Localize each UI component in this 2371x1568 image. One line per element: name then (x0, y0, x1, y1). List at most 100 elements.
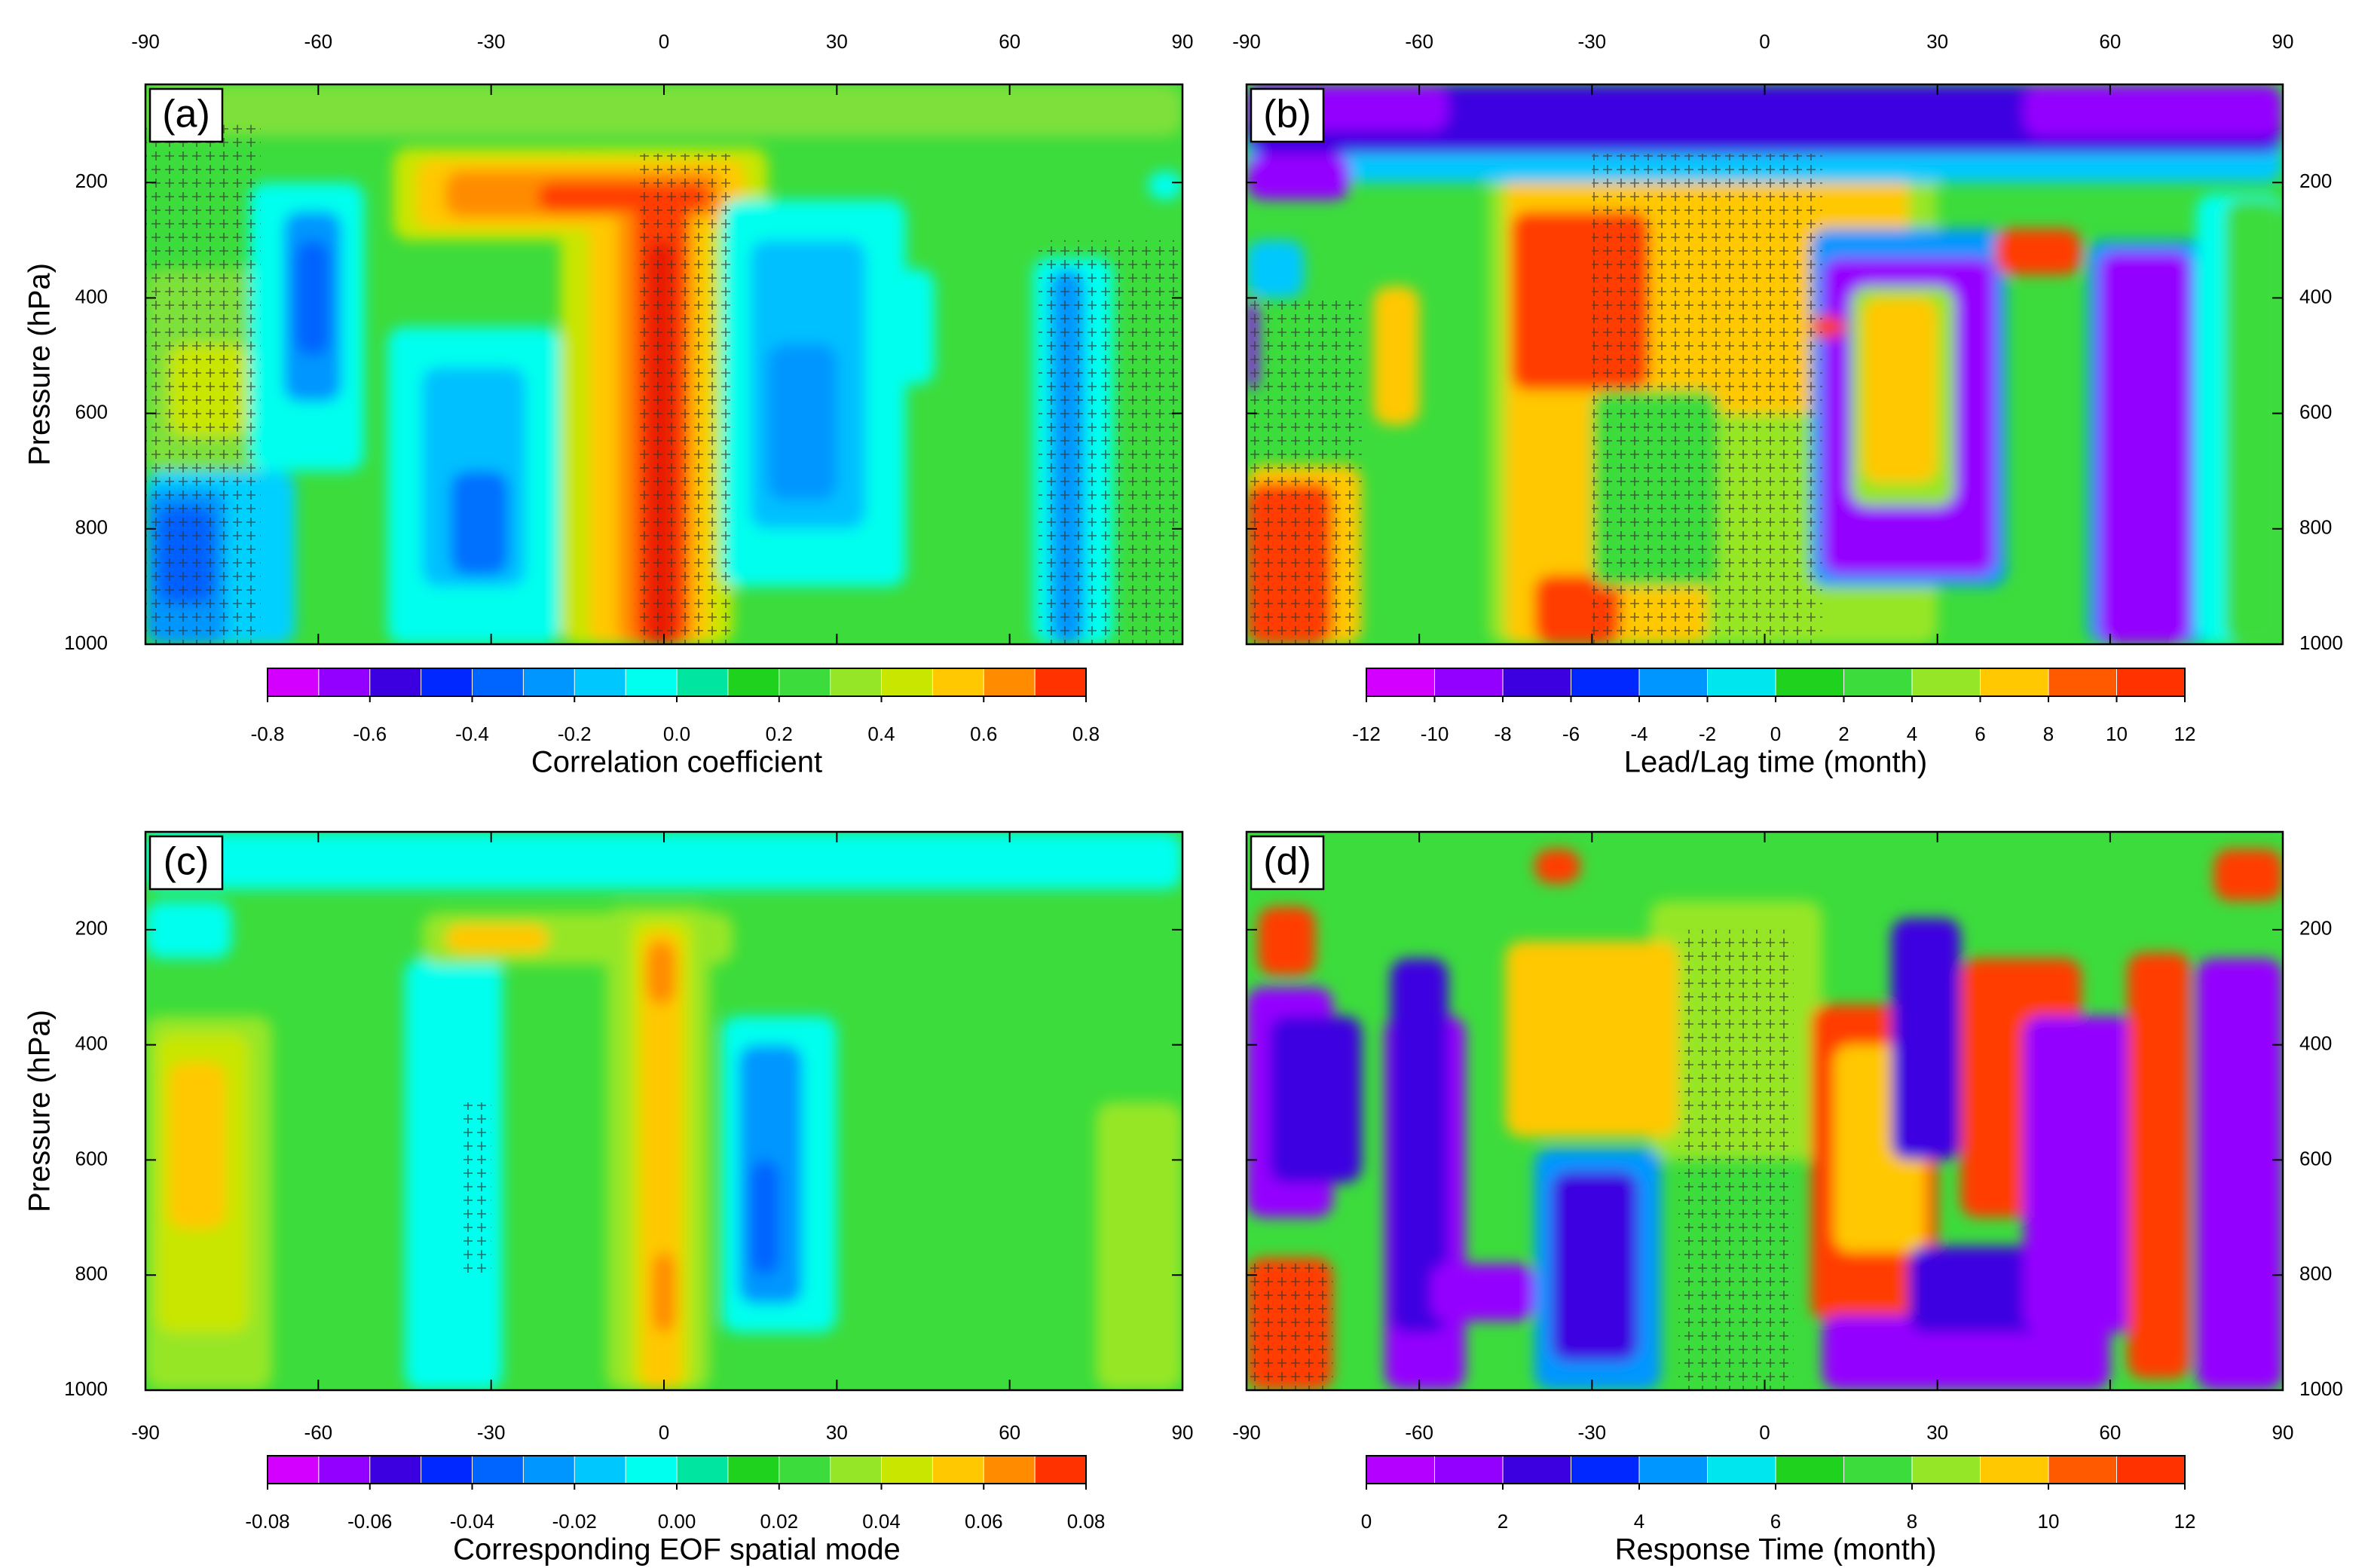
colorbar-swatch (1843, 1455, 1913, 1484)
field (145, 832, 1182, 1390)
field-region (1247, 240, 1305, 298)
colorbar-swatch (830, 1455, 883, 1484)
colorbar-swatch (267, 668, 320, 697)
colorbar-tick-label: 12 (2174, 1510, 2196, 1533)
field-region (451, 471, 509, 576)
colorbar-swatch (983, 1455, 1036, 1484)
colorbar-swatch (779, 668, 831, 697)
colorbar-swatch (2048, 1455, 2118, 1484)
significance-hatch (635, 153, 733, 644)
colorbar-tick-label: 2 (1498, 1510, 1508, 1533)
x-tick-label: 90 (1172, 1421, 1194, 1444)
colorbar-tick-label: -12 (1352, 723, 1381, 745)
field-shapes (145, 832, 1182, 1390)
colorbar-swatch (932, 668, 985, 697)
panel: (a) -90 -60 -30 0 30 60 90 200 400 600 800 1000 Press… (23, 30, 1194, 779)
y-tick-label: 200 (75, 917, 108, 940)
colorbar-swatch (1980, 668, 2049, 697)
colorbar-swatch (369, 1455, 422, 1484)
colorbar-swatch (1366, 668, 1436, 697)
colorbar-tick-label: -0.2 (558, 723, 592, 745)
colorbar-swatch (881, 668, 934, 697)
significance-hatch (1247, 1263, 1333, 1390)
colorbar-tick-label: -0.08 (245, 1510, 289, 1533)
y-tick-label: 400 (75, 1032, 108, 1055)
colorbar-swatch (2116, 668, 2186, 697)
field-region (1148, 170, 1182, 200)
significance-hatch (1038, 240, 1182, 644)
y-tick-label: 1000 (64, 1377, 108, 1400)
colorbar-swatch (267, 1455, 320, 1484)
field-region (1822, 1315, 2110, 1390)
colorbar: 0 2 4 6 8 10 12 Response Time (month) (1361, 1455, 2196, 1566)
colorbar-tick-label: 6 (1770, 1510, 1781, 1533)
y-tick-label: 600 (2299, 1147, 2332, 1169)
colorbar-swatch (1571, 1455, 1640, 1484)
colorbar-tick-label: -10 (1421, 723, 1449, 745)
x-tick-label: 60 (2099, 30, 2121, 53)
colorbar-tick-label: 0.02 (760, 1510, 798, 1533)
colorbar-tick-label: 0 (1361, 1510, 1372, 1533)
field-region (1096, 1102, 1182, 1390)
x-tick-label: 30 (826, 1421, 848, 1444)
field-region (1430, 1263, 1534, 1322)
field-region (1551, 1171, 1638, 1362)
field-region (2225, 200, 2283, 644)
colorbar-tick-label: -8 (1494, 723, 1511, 745)
significance-hatch (462, 1102, 491, 1276)
colorbar-swatch (574, 1455, 627, 1484)
significance-hatch (1247, 298, 1362, 644)
colorbar-swatch (1034, 1455, 1087, 1484)
y-tick-label: 600 (2299, 400, 2332, 423)
field-region (652, 1252, 676, 1333)
x-tick-label: -90 (1232, 1421, 1261, 1444)
colorbar-tick-label: 0.8 (1072, 723, 1100, 745)
x-tick-label: 60 (999, 30, 1020, 53)
x-tick-label: -30 (477, 30, 506, 53)
colorbar-swatch (727, 668, 780, 697)
colorbar-swatch (574, 668, 627, 697)
y-tick-label: 600 (75, 1147, 108, 1169)
colorbar-tick-label: 10 (2106, 723, 2128, 745)
colorbar-swatch (1707, 1455, 1776, 1484)
x-tick-label: 90 (2272, 1421, 2294, 1444)
colorbar-swatch (625, 668, 678, 697)
x-tick-label: 90 (2272, 30, 2294, 53)
colorbar-tick-label: 4 (1907, 723, 1917, 745)
colorbar-tick-label: 6 (1975, 723, 1985, 745)
field-region (2127, 952, 2191, 1379)
field-region (445, 924, 549, 953)
colorbar-tick-label: 10 (2038, 1510, 2060, 1533)
colorbar-tick-label: -0.02 (552, 1510, 597, 1533)
field-region (2024, 1016, 2134, 1333)
y-axis-label: Pressure (hPa) (23, 263, 57, 466)
colorbar-swatch (369, 668, 422, 697)
field-region (1258, 906, 1316, 976)
x-tick-label: -60 (304, 1421, 333, 1444)
panel: (c) -90 -60 -30 0 30 60 90 200 400 600 800 1000 Press… (23, 830, 1194, 1566)
colorbar-tick-label: -0.6 (353, 723, 387, 745)
colorbar-tick-label: -0.4 (455, 723, 489, 745)
field-region (1862, 298, 1938, 483)
field-region (1505, 941, 1678, 1137)
significance-hatch (1678, 929, 1794, 1390)
colorbar-swatch (318, 668, 371, 697)
field-region (1534, 848, 1581, 884)
colorbar-tick-label: -0.04 (450, 1510, 494, 1533)
x-tick-label: -30 (1578, 1421, 1607, 1444)
field-region (767, 344, 837, 500)
field (1247, 84, 2283, 644)
colorbar-tick-label: 0.6 (970, 723, 997, 745)
colorbar-tick-label: 8 (2043, 723, 2054, 745)
colorbar-swatch (983, 668, 1036, 697)
field-region (2213, 848, 2283, 901)
colorbar-swatch (1502, 668, 1572, 697)
colorbar-swatch (1911, 1455, 1981, 1484)
colorbar-swatch (2048, 668, 2118, 697)
x-tick-label: -60 (304, 30, 333, 53)
colorbar-tick-label: -4 (1630, 723, 1647, 745)
x-tick-label: 60 (999, 1421, 1020, 1444)
colorbar-swatch (472, 1455, 525, 1484)
y-tick-label: 400 (75, 285, 108, 307)
